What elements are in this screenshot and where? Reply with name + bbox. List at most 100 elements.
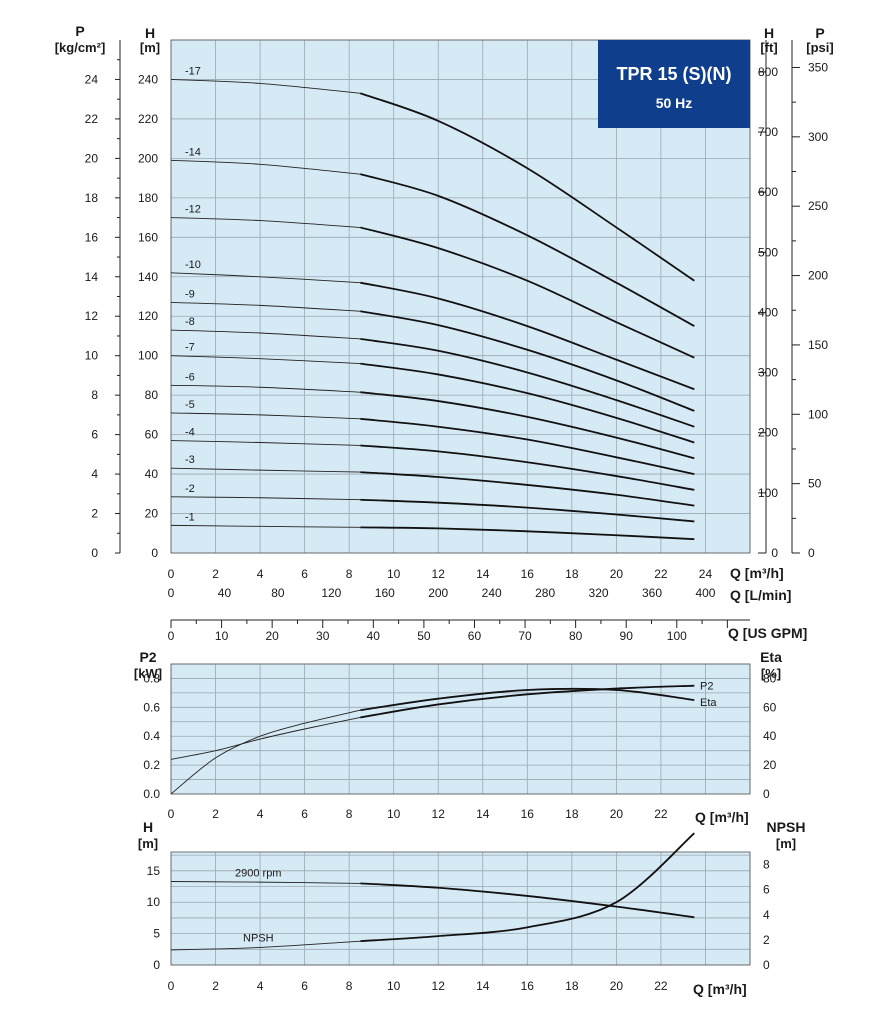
p-tick-label: 4 (91, 467, 98, 481)
head-curve-thick (360, 391, 695, 460)
h-tick-label: 240 (138, 72, 158, 86)
ft-tick-label: 0 (771, 546, 778, 560)
npsh-x-tick-label: 8 (346, 979, 353, 993)
gpm-tick-label: 30 (316, 629, 330, 643)
head-curve-thin (170, 329, 361, 340)
gpm-tick-label: 60 (468, 629, 482, 643)
head-curve-thin (170, 159, 361, 175)
head-curve-thick (360, 173, 695, 327)
power-x-axis-label: Q [m³/h] (695, 809, 749, 825)
eta-axis-label: Eta (760, 649, 782, 665)
head-curve-thick (360, 281, 695, 391)
p-tick-label: 8 (91, 388, 98, 402)
h-tick-label: 100 (138, 349, 158, 363)
gpm-axis-label: Q [US GPM] (728, 625, 807, 641)
npsh-x-tick-label: 14 (476, 979, 490, 993)
q-lmin-tick-label: 40 (218, 586, 232, 600)
p-tick-label: 22 (85, 112, 99, 126)
ft-tick-label: 200 (758, 426, 778, 440)
title-box (598, 40, 750, 128)
eta-tick-label: 0 (763, 787, 770, 801)
head-curve-thin (170, 496, 361, 501)
head-curve-thin (170, 467, 361, 473)
power-x-tick-label: 4 (257, 807, 264, 821)
power-x-tick-label: 6 (301, 807, 308, 821)
npsh-h-axis-label: H (143, 819, 153, 835)
npsh-curve-thin (170, 940, 361, 951)
p2-curve-label: P2 (700, 681, 713, 693)
power-x-tick-label: 14 (476, 807, 490, 821)
q-lmin-tick-label: 80 (271, 586, 285, 600)
psi-tick-label: 200 (808, 269, 828, 283)
npsh-h-axis-unit: [m] (138, 836, 158, 851)
npsh-axis-unit: [m] (776, 836, 796, 851)
npsh-tick-label: 6 (763, 883, 770, 897)
curve-label: -2 (185, 483, 195, 495)
q-m3h-tick-label: 16 (521, 567, 535, 581)
power-x-tick-label: 22 (654, 807, 668, 821)
npsh-plot-frame (170, 851, 751, 966)
npsh-x-tick-label: 2 (212, 979, 219, 993)
p-tick-label: 12 (85, 309, 99, 323)
eta-tick-label: 20 (763, 758, 777, 772)
p2-curve-thick (360, 684, 695, 719)
head-plot-frame (170, 39, 751, 554)
rpm-curve-thick (360, 882, 695, 919)
eta-tick-label: 80 (763, 671, 777, 685)
h-tick-label: 140 (138, 270, 158, 284)
npsh-tick-label: 0 (763, 958, 770, 972)
p-tick-label: 18 (85, 191, 99, 205)
power-x-tick-label: 0 (168, 807, 175, 821)
p-tick-label: 16 (85, 230, 99, 244)
head-curve-thin (170, 272, 361, 284)
npsh-tick-label: 8 (763, 858, 770, 872)
head-curve-thin (170, 384, 361, 393)
head-curve-thin (170, 440, 361, 446)
p-tick-label: 24 (85, 72, 99, 86)
q-m3h-tick-label: 14 (476, 567, 490, 581)
head-curve-thin (170, 79, 361, 94)
title-model: TPR 15 (S)(N) (616, 64, 731, 84)
psi-tick-label: 100 (808, 407, 828, 421)
rpm-curve-label: 2900 rpm (235, 868, 281, 880)
q-m3h-tick-label: 24 (699, 567, 713, 581)
q-m3h-tick-label: 8 (346, 567, 353, 581)
curve-label: -9 (185, 288, 195, 300)
p-tick-label: 2 (91, 507, 98, 521)
q-lmin-tick-label: 120 (321, 586, 341, 600)
q-lmin-tick-label: 160 (375, 586, 395, 600)
title-frequency: 50 Hz (656, 95, 693, 111)
q-m3h-tick-label: 6 (301, 567, 308, 581)
rpm-curve-thin (170, 881, 361, 884)
ft-axis-unit: [ft] (760, 40, 777, 55)
power-x-tick-label: 8 (346, 807, 353, 821)
head-curve-thin (170, 355, 361, 365)
ft-axis-label: H (764, 25, 774, 41)
gpm-tick-label: 40 (367, 629, 381, 643)
curve-label: -8 (185, 316, 195, 328)
h-tick-label: 20 (145, 507, 159, 521)
power-x-tick-label: 18 (565, 807, 579, 821)
power-x-tick-label: 10 (387, 807, 401, 821)
curve-label: -10 (185, 259, 201, 271)
h-axis-unit: [m] (140, 40, 160, 55)
p-tick-label: 10 (85, 349, 99, 363)
q-m3h-tick-label: 2 (212, 567, 219, 581)
psi-tick-label: 50 (808, 477, 822, 491)
p-tick-label: 6 (91, 428, 98, 442)
q-m3h-tick-label: 10 (387, 567, 401, 581)
p-tick-label: 14 (85, 270, 99, 284)
psi-tick-label: 250 (808, 199, 828, 213)
head-curve-thick (360, 226, 695, 359)
q-lmin-tick-label: 0 (168, 586, 175, 600)
psi-axis-label: P (815, 25, 824, 41)
head-curve-thick (360, 310, 695, 412)
npsh-h-tick-label: 5 (153, 927, 160, 941)
q-m3h-tick-label: 0 (168, 567, 175, 581)
psi-tick-label: 150 (808, 338, 828, 352)
npsh-x-tick-label: 4 (257, 979, 264, 993)
eta-axis-unit: [%] (761, 666, 781, 681)
p-axis-unit: [kg/cm²] (55, 40, 106, 55)
curve-label: -7 (185, 342, 195, 354)
curve-label: -4 (185, 427, 195, 439)
